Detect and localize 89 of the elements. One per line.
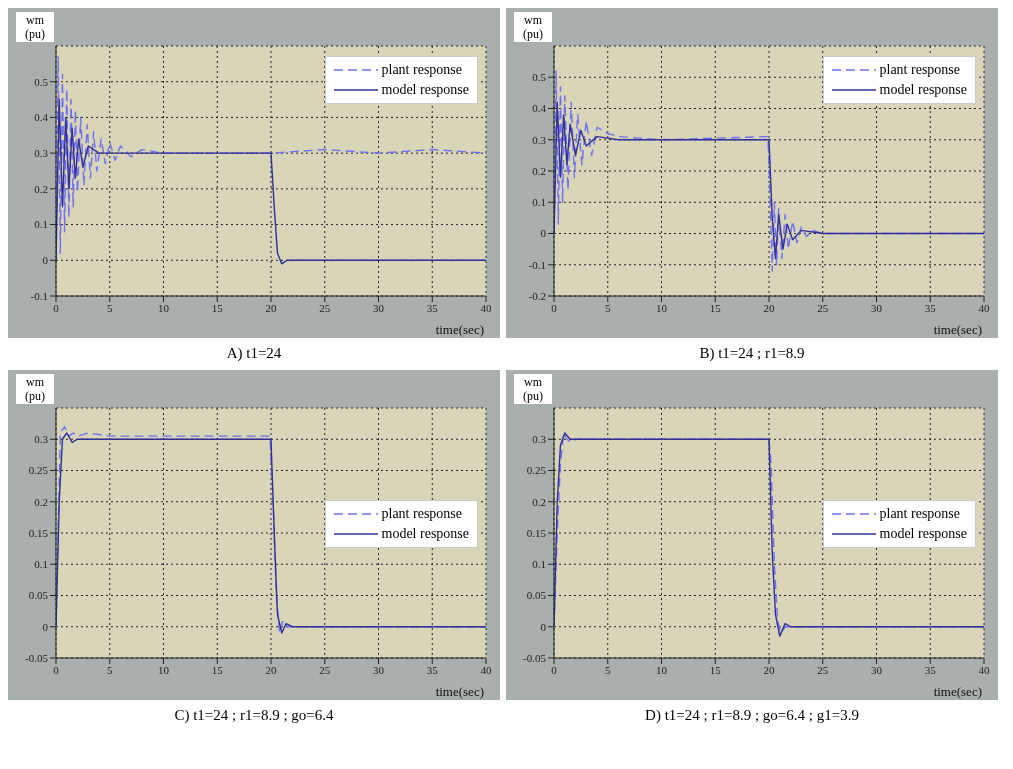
legend-label: plant response	[879, 506, 960, 522]
y-tick-label: 0.4	[34, 111, 49, 124]
y-tick-label: 0.1	[34, 218, 48, 231]
x-tick-label: 30	[373, 663, 385, 676]
legend-label: model response	[879, 526, 967, 542]
y-tick-label: 0.15	[526, 526, 547, 539]
x-axis-title: time(sec)	[435, 684, 484, 699]
y-tick-label: 0.1	[34, 558, 48, 571]
x-tick-label: 40	[480, 301, 492, 314]
x-tick-label: 5	[107, 663, 113, 676]
y-tick-label: 0.3	[532, 133, 547, 146]
text: B) t1=24 ; r1=8.9	[698, 344, 806, 363]
legend-label: plant response	[381, 506, 462, 522]
y-tick-label: -0.2	[528, 289, 546, 302]
x-tick-label: 40	[978, 663, 990, 676]
x-tick-label: 20	[265, 301, 277, 314]
x-tick-label: 10	[158, 301, 170, 314]
legend-label: plant response	[879, 62, 960, 78]
x-tick-label: 0	[551, 663, 558, 676]
x-tick-label: 30	[373, 301, 385, 314]
x-tick-label: 10	[158, 663, 170, 676]
x-tick-label: 20	[763, 663, 775, 676]
legend-label: model response	[879, 82, 967, 98]
y-tick-label: 0.3	[34, 433, 49, 446]
x-tick-label: 35	[924, 663, 937, 676]
x-tick-label: 30	[871, 301, 883, 314]
line-series	[56, 98, 486, 265]
x-axis-title: time(sec)	[933, 684, 982, 699]
y-tick-label: 0.2	[532, 164, 546, 177]
text: D) t1=24 ; r1=8.9 ; go=6.4 ; g1=3.9	[644, 706, 860, 725]
x-tick-label: 15	[709, 663, 722, 676]
legend-label: model response	[381, 82, 469, 98]
x-tick-label: 5	[107, 301, 113, 314]
y-tick-label: 0.25	[526, 464, 547, 477]
y-tick-label: 0.2	[532, 495, 546, 508]
x-tick-label: 0	[53, 663, 60, 676]
y-tick-label: -0.1	[30, 289, 48, 302]
y-tick-label: 0.5	[532, 71, 547, 84]
x-tick-label: 10	[656, 301, 668, 314]
legend-label: plant response	[381, 62, 462, 78]
text: A) t1=24	[225, 344, 283, 363]
x-tick-label: 10	[656, 663, 668, 676]
x-tick-label: 30	[871, 663, 883, 676]
y-tick-label: -0.05	[25, 651, 49, 664]
x-tick-label: 25	[817, 301, 829, 314]
x-tick-label: 35	[426, 663, 439, 676]
y-tick-label: -0.1	[528, 258, 546, 271]
y-tick-label: 0.05	[28, 589, 49, 602]
legend-label: model response	[381, 526, 469, 542]
x-tick-label: 25	[319, 663, 331, 676]
x-tick-label: 5	[605, 301, 611, 314]
x-axis-title: time(sec)	[933, 322, 982, 337]
x-tick-label: 0	[551, 301, 558, 314]
y-axis-title: wm (pu)	[16, 374, 54, 404]
x-tick-label: 35	[426, 301, 439, 314]
x-tick-label: 20	[763, 301, 775, 314]
x-axis-title: time(sec)	[435, 322, 484, 337]
y-axis-title: wm (pu)	[514, 374, 552, 404]
y-tick-label: 0.1	[532, 558, 546, 571]
y-tick-label: 0.25	[28, 464, 49, 477]
y-tick-label: 0.4	[532, 102, 547, 115]
y-tick-label: 0.2	[34, 495, 48, 508]
x-tick-label: 40	[480, 663, 492, 676]
x-tick-label: 25	[319, 301, 331, 314]
y-tick-label: 0	[540, 227, 547, 240]
x-tick-label: 15	[211, 663, 224, 676]
y-tick-label: 0.3	[532, 433, 547, 446]
x-tick-label: 40	[978, 301, 990, 314]
x-tick-label: 0	[53, 301, 60, 314]
x-tick-label: 20	[265, 663, 277, 676]
y-tick-label: 0	[540, 620, 547, 633]
y-tick-label: 0.15	[28, 526, 49, 539]
y-tick-label: 0.5	[34, 75, 49, 88]
y-tick-label: 0.2	[34, 182, 48, 195]
line-series	[554, 101, 984, 260]
text: C) t1=24 ; r1=8.9 ; go=6.4	[173, 706, 335, 725]
y-tick-label: 0.1	[532, 196, 546, 209]
y-axis-title: wm (pu)	[514, 12, 552, 42]
y-tick-label: 0	[42, 254, 49, 267]
x-tick-label: 5	[605, 663, 611, 676]
y-tick-label: -0.05	[523, 651, 547, 664]
x-tick-label: 35	[924, 301, 937, 314]
x-tick-label: 25	[817, 663, 829, 676]
y-tick-label: 0.05	[526, 589, 547, 602]
x-tick-label: 15	[709, 301, 722, 314]
y-axis-title: wm (pu)	[16, 12, 54, 42]
y-tick-label: 0	[42, 620, 49, 633]
x-tick-label: 15	[211, 301, 224, 314]
y-tick-label: 0.3	[34, 147, 49, 160]
